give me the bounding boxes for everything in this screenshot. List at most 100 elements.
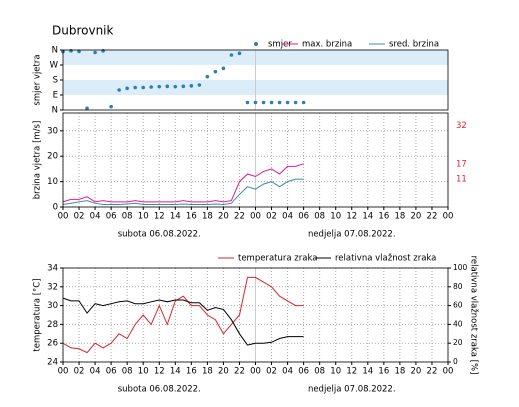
date-label: subota 06.08.2022. (118, 385, 201, 395)
x-tick-label: 02 (74, 367, 85, 377)
x-tick-label: 16 (186, 212, 197, 222)
y2-tick-label: 40 (453, 319, 463, 328)
x-tick-label: 22 (427, 212, 438, 222)
x-tick-label: 00 (250, 212, 261, 222)
series-line (62, 163, 304, 203)
y-tick-label: S (53, 76, 58, 86)
y-axis-label: brzina vjetra [m/s] (33, 121, 43, 200)
x-tick-label: 00 (58, 367, 69, 377)
y-tick-label: 0 (53, 203, 58, 213)
y2-tick-label: 20 (453, 338, 463, 347)
x-tick-label: 06 (106, 367, 117, 377)
point (133, 85, 137, 90)
y-tick-label: 10 (47, 177, 58, 187)
x-tick-label: 02 (266, 212, 277, 222)
legend-label: max. brzina (302, 40, 352, 50)
x-tick-label: 20 (218, 212, 229, 222)
y-tick-label: 34 (47, 264, 58, 274)
x-tick-label: 14 (362, 212, 373, 222)
point (149, 85, 154, 89)
y2-tick-label: 0 (453, 357, 458, 366)
y-tick-label: E (53, 91, 58, 101)
date-label: nedjelja 07.08.2022. (308, 385, 396, 395)
x-tick-label: 20 (218, 367, 229, 377)
y-tick-label: N (52, 106, 58, 116)
x-tick-label: 04 (90, 212, 101, 222)
y-tick-label: 30 (47, 301, 58, 311)
series-line (62, 276, 304, 354)
point (125, 86, 129, 91)
point (229, 53, 234, 57)
y-tick-label: 24 (47, 358, 58, 368)
point (77, 49, 81, 54)
plot-frame (62, 267, 449, 363)
page-title: Dubrovnik (52, 24, 114, 38)
point (93, 50, 97, 55)
x-tick-label: 10 (330, 212, 341, 222)
point (141, 85, 146, 90)
point (221, 66, 226, 71)
x-tick-label: 08 (314, 367, 325, 377)
x-tick-label: 08 (314, 212, 325, 222)
y-tick-label: 30 (47, 126, 58, 136)
y-axis-label: smjer vjetra (33, 54, 43, 105)
point (285, 100, 290, 105)
point (173, 84, 178, 89)
point (269, 100, 274, 105)
x-tick-label: 06 (298, 212, 309, 222)
y2-tick-label: 60 (453, 301, 463, 310)
right-mark: 11 (456, 175, 467, 185)
x-tick-label: 04 (282, 367, 293, 377)
x-tick-label: 16 (378, 212, 389, 222)
point (157, 84, 162, 89)
x-tick-label: 14 (170, 367, 181, 377)
x-tick-label: 20 (411, 367, 422, 377)
legend-label: temperatura zraka (238, 254, 317, 264)
y-tick-label: 28 (47, 320, 58, 330)
x-tick-label: 12 (346, 367, 357, 377)
x-tick-label: 02 (266, 367, 277, 377)
series-line (62, 297, 304, 346)
plot-frame (62, 49, 449, 111)
y-tick-label: N (52, 46, 58, 56)
point (101, 49, 105, 53)
point (69, 49, 73, 53)
point (301, 100, 306, 105)
point (213, 69, 218, 74)
x-tick-label: 10 (138, 212, 149, 222)
x-tick-label: 08 (122, 367, 133, 377)
y2-tick-label: 80 (453, 282, 463, 291)
x-tick-label: 22 (234, 212, 245, 222)
y-tick-label: 20 (47, 152, 58, 162)
point (85, 106, 89, 111)
x-tick-label: 10 (138, 367, 149, 377)
date-label: subota 06.08.2022. (118, 230, 201, 240)
x-tick-label: 22 (427, 367, 438, 377)
x-tick-label: 06 (106, 212, 117, 222)
legend-label: relativna vlažnost zraka (335, 254, 436, 264)
x-tick-label: 18 (202, 212, 213, 222)
point (293, 100, 298, 105)
y2-tick-label: 100 (453, 263, 468, 272)
x-tick-label: 08 (122, 212, 133, 222)
point (197, 83, 202, 87)
point (237, 51, 242, 56)
x-tick-label: 22 (234, 367, 245, 377)
date-label: nedjelja 07.08.2022. (308, 230, 396, 240)
x-tick-label: 00 (443, 367, 454, 377)
x-tick-label: 18 (394, 212, 405, 222)
legend-marker (254, 42, 258, 46)
x-tick-label: 18 (202, 367, 213, 377)
point (189, 84, 194, 88)
x-tick-label: 14 (170, 212, 181, 222)
x-tick-label: 00 (443, 212, 454, 222)
legend-label: sred. brzina (389, 40, 439, 50)
right-mark: 17 (456, 159, 467, 169)
plot-frame (62, 112, 449, 208)
point (109, 104, 113, 109)
x-tick-label: 02 (74, 212, 85, 222)
point (117, 88, 121, 92)
point (245, 100, 250, 105)
x-tick-label: 18 (394, 367, 405, 377)
